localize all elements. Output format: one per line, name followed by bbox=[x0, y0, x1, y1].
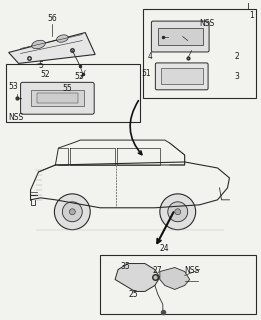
Polygon shape bbox=[160, 268, 190, 289]
Circle shape bbox=[175, 209, 181, 215]
Text: NSS: NSS bbox=[9, 113, 24, 122]
Text: NSS: NSS bbox=[185, 266, 200, 275]
Text: 35: 35 bbox=[120, 261, 130, 270]
Bar bbox=[37, 93, 78, 103]
Text: 5: 5 bbox=[38, 61, 43, 70]
Text: 56: 56 bbox=[48, 13, 57, 23]
Text: 55: 55 bbox=[62, 84, 72, 93]
Ellipse shape bbox=[32, 40, 45, 49]
Text: 51: 51 bbox=[141, 69, 151, 78]
Bar bbox=[31, 90, 84, 106]
Bar bbox=[6, 64, 140, 122]
Text: 1: 1 bbox=[250, 11, 254, 20]
Text: 4: 4 bbox=[148, 52, 153, 61]
Circle shape bbox=[54, 194, 90, 230]
Text: 53: 53 bbox=[9, 82, 19, 91]
Text: 53: 53 bbox=[74, 72, 84, 81]
Text: 27: 27 bbox=[153, 266, 163, 275]
FancyBboxPatch shape bbox=[151, 21, 209, 52]
Circle shape bbox=[160, 194, 196, 230]
Polygon shape bbox=[9, 33, 95, 63]
Ellipse shape bbox=[57, 35, 68, 42]
Text: NSS: NSS bbox=[200, 19, 215, 28]
Bar bbox=[158, 28, 203, 45]
Text: 3: 3 bbox=[234, 72, 239, 81]
Text: 52: 52 bbox=[40, 70, 50, 79]
FancyBboxPatch shape bbox=[21, 82, 94, 114]
Bar bbox=[143, 9, 256, 98]
Polygon shape bbox=[115, 264, 160, 292]
Text: 24: 24 bbox=[160, 244, 169, 252]
Bar bbox=[161, 68, 203, 84]
Text: 2: 2 bbox=[234, 52, 239, 61]
Circle shape bbox=[69, 209, 75, 215]
FancyBboxPatch shape bbox=[155, 63, 208, 90]
Circle shape bbox=[62, 202, 82, 222]
Text: 25: 25 bbox=[128, 291, 138, 300]
Bar bbox=[100, 255, 256, 314]
Circle shape bbox=[168, 202, 188, 222]
